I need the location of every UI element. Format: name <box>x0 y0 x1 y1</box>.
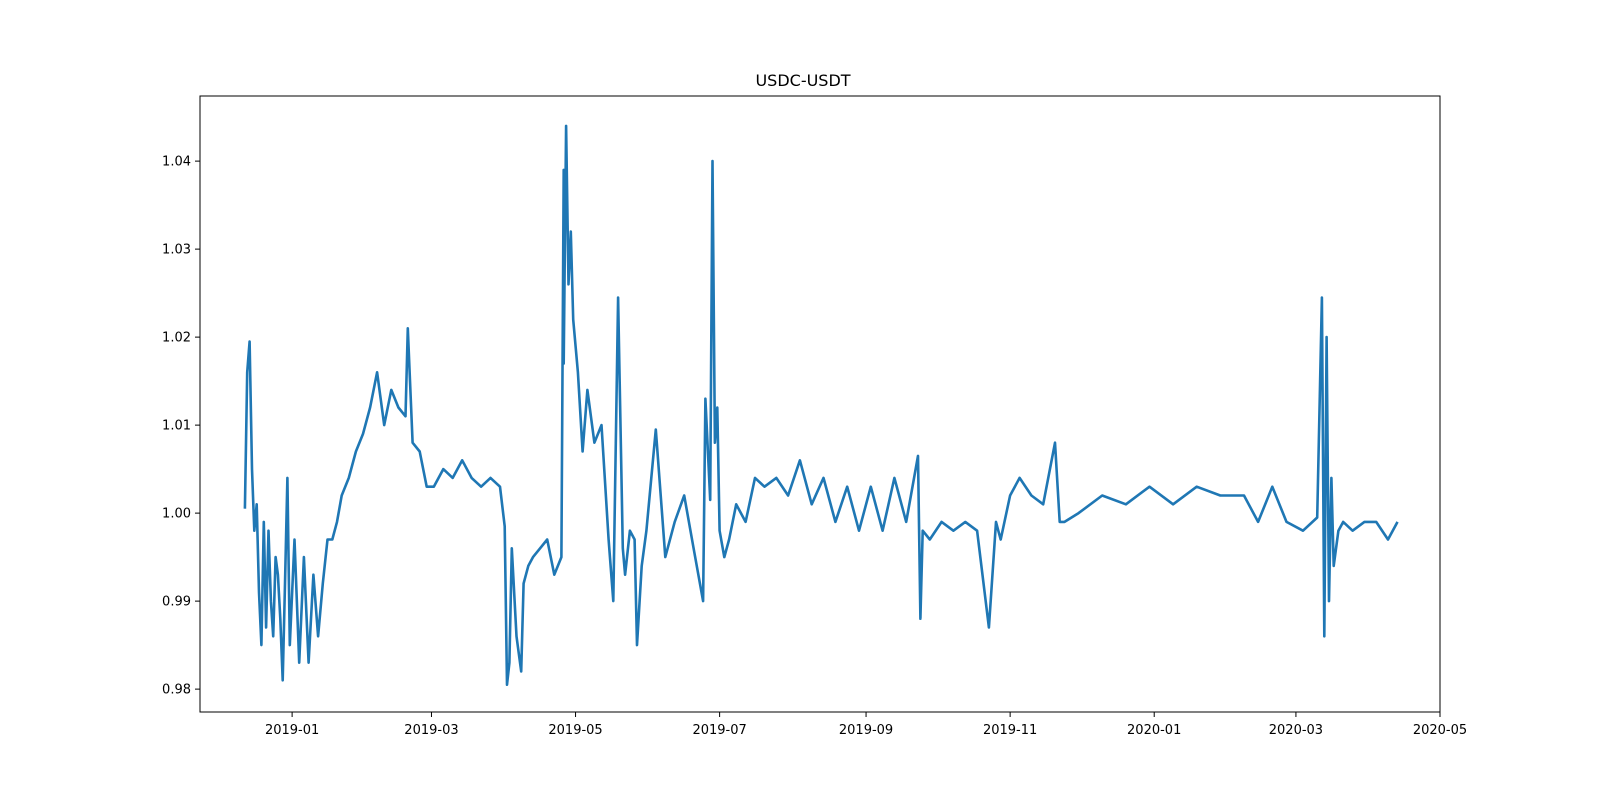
x-tick-label: 2019-09 <box>839 723 893 738</box>
axes-frame <box>199 95 1441 713</box>
x-tick-label: 2019-03 <box>404 723 458 738</box>
y-tick-label: 1.04 <box>162 155 191 170</box>
y-tick-label: 0.99 <box>162 595 191 610</box>
x-tick-label: 2020-01 <box>1127 723 1181 738</box>
x-tick-label: 2019-11 <box>983 723 1037 738</box>
x-tick-label: 2020-03 <box>1269 723 1323 738</box>
x-tick-label: 2019-07 <box>692 723 746 738</box>
x-tick-label: 2020-05 <box>1413 723 1467 738</box>
y-tick-label: 1.02 <box>162 331 191 346</box>
plot-area <box>199 95 1441 713</box>
y-tick-label: 0.98 <box>162 683 191 698</box>
chart-title: USDC-USDT <box>755 71 850 90</box>
x-tick-label: 2019-05 <box>548 723 602 738</box>
y-tick-label: 1.00 <box>162 507 191 522</box>
y-tick-label: 1.03 <box>162 243 191 258</box>
x-axis: 2019-01 2019-03 2019-05 2019-07 2019-09 2019-… <box>265 712 1467 738</box>
series-line <box>243 124 1399 686</box>
y-tick-label: 1.01 <box>162 419 191 434</box>
x-tick-label: 2019-01 <box>265 723 319 738</box>
y-axis: 0.98 0.99 1.00 1.01 1.02 1.03 1.04 <box>162 155 200 698</box>
